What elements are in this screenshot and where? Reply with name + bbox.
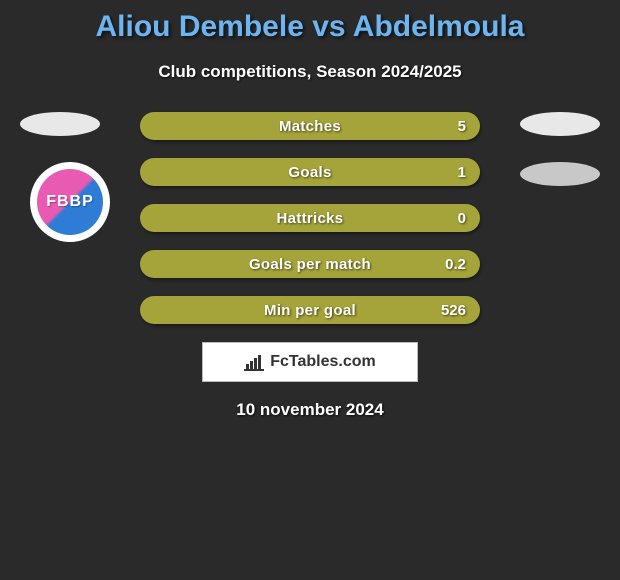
stat-label: Hattricks bbox=[277, 210, 344, 227]
stat-row-goals: Goals 1 bbox=[140, 158, 480, 186]
stat-value: 0.2 bbox=[445, 256, 466, 273]
club-logo-badge: FBBP bbox=[37, 169, 103, 235]
stat-row-matches: Matches 5 bbox=[140, 112, 480, 140]
brand-box[interactable]: FcTables.com bbox=[202, 342, 418, 382]
subtitle: Club competitions, Season 2024/2025 bbox=[0, 62, 620, 82]
date-text: 10 november 2024 bbox=[0, 400, 620, 420]
stat-label: Min per goal bbox=[264, 302, 356, 319]
brand-text: FcTables.com bbox=[270, 353, 376, 371]
stats-area: FBBP Matches 5 Goals 1 Hattricks 0 Goals… bbox=[0, 112, 620, 324]
club-logo-text: FBBP bbox=[46, 193, 94, 211]
stat-row-goals-per-match: Goals per match 0.2 bbox=[140, 250, 480, 278]
stat-row-hattricks: Hattricks 0 bbox=[140, 204, 480, 232]
page-title: Aliou Dembele vs Abdelmoula bbox=[0, 10, 620, 44]
player-left-placeholder-ellipse bbox=[20, 112, 100, 136]
stat-label: Goals per match bbox=[249, 256, 371, 273]
stat-row-min-per-goal: Min per goal 526 bbox=[140, 296, 480, 324]
bar-chart-icon bbox=[244, 353, 264, 371]
stat-value: 5 bbox=[458, 118, 466, 135]
stat-rows: Matches 5 Goals 1 Hattricks 0 Goals per … bbox=[140, 112, 480, 324]
stat-label: Goals bbox=[288, 164, 331, 181]
club-logo-left: FBBP bbox=[30, 162, 110, 242]
player-right-placeholder-ellipse-2 bbox=[520, 162, 600, 186]
stat-label: Matches bbox=[279, 118, 341, 135]
stat-value: 0 bbox=[458, 210, 466, 227]
stat-value: 526 bbox=[441, 302, 466, 319]
infographic-container: Aliou Dembele vs Abdelmoula Club competi… bbox=[0, 0, 620, 430]
stat-value: 1 bbox=[458, 164, 466, 181]
player-right-placeholder-ellipse-1 bbox=[520, 112, 600, 136]
